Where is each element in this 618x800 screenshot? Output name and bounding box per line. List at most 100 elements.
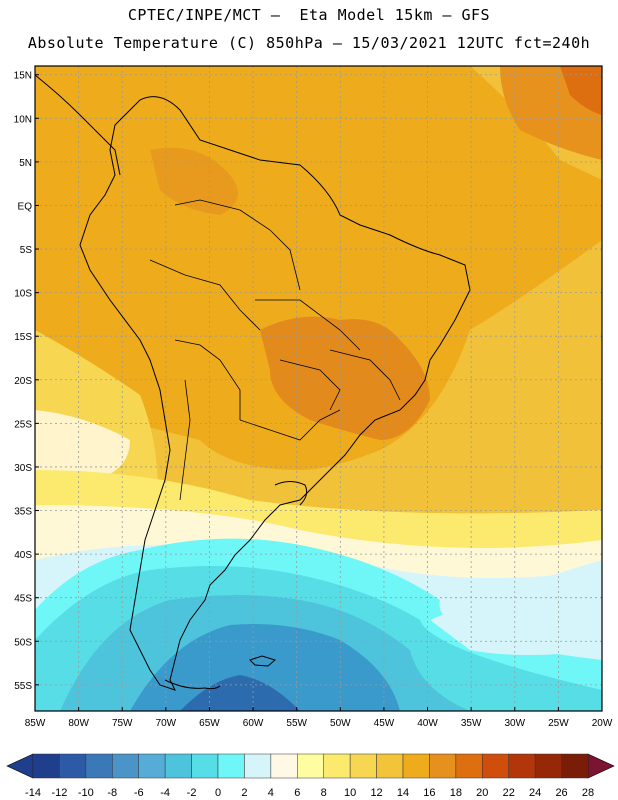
colorbar-label: 28	[582, 787, 594, 799]
colorbar-arrow-low	[6, 753, 34, 779]
colorbar-swatch	[32, 753, 60, 779]
lat-label: 25S	[14, 419, 32, 430]
colorbar-label: -8	[107, 787, 117, 799]
lon-label: 20W	[592, 718, 613, 729]
colorbar-swatch	[482, 753, 509, 779]
temperature-field	[35, 66, 602, 711]
colorbar-swatch	[217, 753, 245, 779]
field-pacific-pale	[35, 410, 130, 480]
lat-label: EQ	[18, 201, 33, 212]
coastlines	[34, 74, 471, 691]
lon-label: 40W	[417, 718, 438, 729]
border-states-3	[279, 359, 341, 411]
coastline-central-america	[34, 74, 121, 176]
colorbar	[6, 753, 615, 779]
lat-label: 15N	[14, 71, 32, 82]
colorbar-label: 26	[555, 787, 567, 799]
lat-label: 15S	[14, 332, 32, 343]
lon-label: 75W	[112, 718, 133, 729]
field-hotter-ne	[560, 66, 602, 115]
colorbar-label: 4	[268, 787, 274, 799]
country-borders	[149, 199, 401, 501]
colorbar-label: 16	[423, 787, 435, 799]
border-states-2	[329, 349, 401, 401]
border-peru-brazil	[149, 259, 261, 331]
colorbar-swatch	[164, 753, 192, 779]
lat-label: 30S	[14, 463, 32, 474]
colorbar-label: -4	[160, 787, 170, 799]
field-atlantic-lightblue	[430, 560, 602, 655]
map-frame	[34, 65, 603, 712]
coastline-tierra-del-fuego	[164, 679, 221, 690]
coastline-rio-de-la-plata	[274, 481, 308, 506]
colorbar-swatch	[508, 753, 536, 779]
colorbar-swatch	[534, 753, 562, 779]
lat-label: 50S	[14, 637, 32, 648]
border-paraguay	[239, 409, 341, 441]
colorbar-swatch	[402, 753, 430, 779]
colorbar-label: 6	[294, 787, 300, 799]
border-chile-argentina	[179, 379, 191, 501]
colorbar-swatch	[85, 753, 113, 779]
lon-label: 70W	[156, 718, 177, 729]
field-hot-amazon	[150, 147, 238, 215]
colorbar-arrow-high	[587, 753, 615, 779]
colorbar-label: 8	[321, 787, 327, 799]
colorbar-labels: -14 -12 -10 -8 -6 -4 -2 0 2 4 6 8 10 12 14 16 18 20 22 24 26…	[25, 787, 594, 799]
lon-label: 80W	[68, 718, 89, 729]
colorbar-swatch	[59, 753, 87, 779]
chart-title-line1: CPTEC/INPE/MCT – Eta Model 15km – GFS	[127, 6, 491, 24]
lon-label: 25W	[548, 718, 569, 729]
colorbar-label: -12	[51, 787, 67, 799]
colorbar-label: 10	[344, 787, 356, 799]
lon-label: 65W	[199, 718, 220, 729]
coastline-south-america	[79, 96, 471, 691]
colorbar-label: 22	[503, 787, 515, 799]
border-states-1	[255, 299, 361, 351]
colorbar-label: 20	[476, 787, 488, 799]
lon-label: 35W	[461, 718, 482, 729]
colorbar-label: 24	[529, 787, 541, 799]
lat-label: 20S	[14, 376, 32, 387]
field-band-blue3	[180, 675, 300, 711]
colorbar-swatch	[191, 753, 219, 779]
colorbar-swatch	[244, 753, 272, 779]
lat-label: 55S	[14, 681, 32, 692]
colorbar-label: -14	[25, 787, 41, 799]
latitude-labels: 15N 10N 5N EQ 5S 10S 15S 20S 25S 30S 35S 40S 45S 50S 5…	[14, 71, 39, 692]
lon-label: 30W	[504, 718, 525, 729]
border-amazon-north	[174, 199, 301, 291]
colorbar-swatch	[561, 753, 589, 779]
field-hot-brazil	[260, 316, 430, 440]
lat-label: 35S	[14, 507, 32, 518]
colorbar-swatch	[455, 753, 483, 779]
lon-label: 60W	[243, 718, 264, 729]
field-band-blue2	[130, 624, 400, 711]
colorbar-swatch	[112, 753, 139, 779]
lat-label: 40S	[14, 550, 32, 561]
lon-label: 45W	[374, 718, 395, 729]
lat-label: 10N	[14, 114, 32, 125]
colorbar-label: -10	[78, 787, 94, 799]
lat-label: 10S	[14, 289, 32, 300]
colorbar-label: 2	[241, 787, 247, 799]
colorbar-swatch	[376, 753, 404, 779]
longitude-labels: 85W 80W 75W 70W 65W 60W 55W 50W 45W 40W 35W 30W 25W 2…	[25, 707, 613, 729]
colorbar-label: 14	[397, 787, 409, 799]
lon-label: 55W	[286, 718, 307, 729]
colorbar-swatch	[323, 753, 351, 779]
chart-title-line2: Absolute Temperature (C) 850hPa – 15/03/…	[27, 34, 591, 52]
colorbar-swatch	[429, 753, 457, 779]
lat-label: 5S	[20, 245, 33, 256]
colorbar-label: -2	[187, 787, 197, 799]
colorbar-swatch	[297, 753, 324, 779]
lat-label: 5N	[19, 158, 32, 169]
colorbar-swatch	[138, 753, 166, 779]
colorbar-label: 12	[370, 787, 382, 799]
colorbar-label: 18	[450, 787, 462, 799]
colorbar-label: 0	[215, 787, 221, 799]
colorbar-swatch	[349, 753, 377, 779]
colorbar-swatch	[270, 753, 298, 779]
lat-label: 45S	[14, 594, 32, 605]
border-bolivia	[174, 339, 241, 420]
